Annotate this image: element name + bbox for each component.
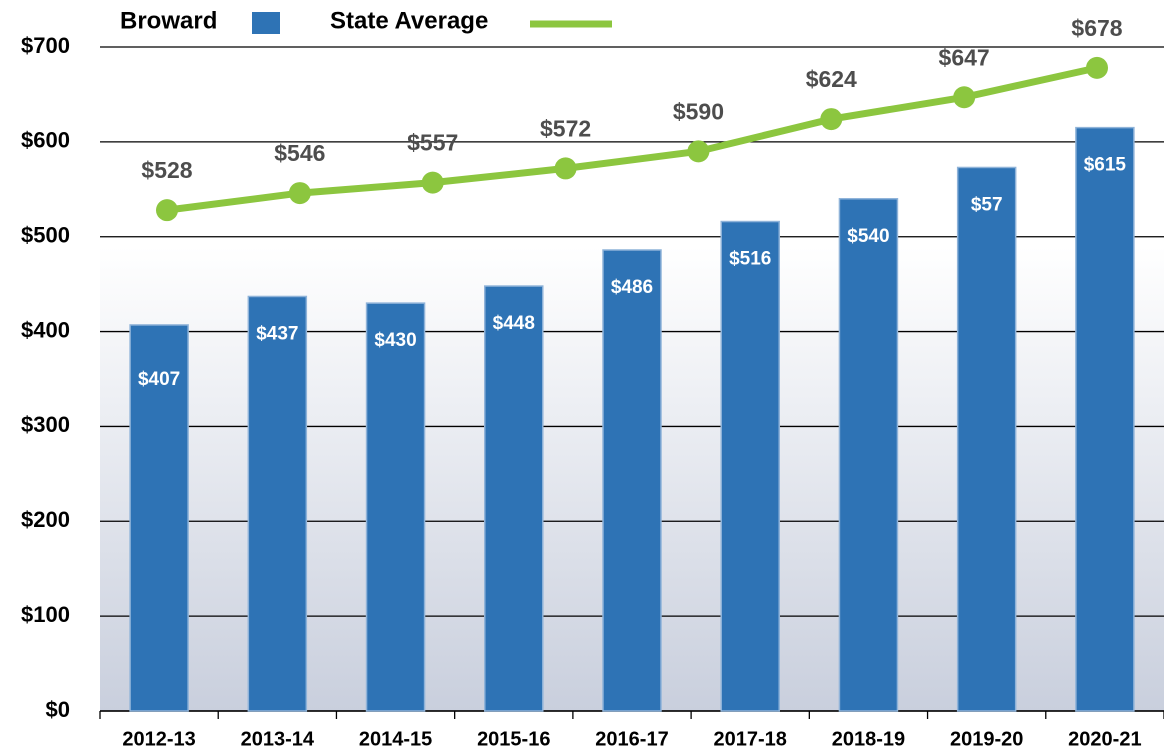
bar-value-label: $437 xyxy=(256,323,298,344)
bar-value-label: $448 xyxy=(493,313,535,334)
line-value-label: $546 xyxy=(274,140,325,166)
legend-swatch xyxy=(252,12,280,34)
line-marker xyxy=(687,140,710,163)
x-tick-label: 2013-14 xyxy=(241,728,315,750)
bar-value-label: $540 xyxy=(847,226,889,247)
x-tick-label: 2014-15 xyxy=(359,728,432,750)
x-tick-label: 2018-19 xyxy=(832,728,905,750)
line xyxy=(166,64,1098,214)
x-tick-label: 2016-17 xyxy=(595,728,668,750)
line-marker xyxy=(820,108,843,131)
bar xyxy=(956,166,1017,712)
bar xyxy=(365,302,426,712)
y-tick-label: $400 xyxy=(21,317,70,342)
line-marker xyxy=(156,199,178,222)
bar xyxy=(1075,126,1135,712)
line-marker xyxy=(421,171,444,194)
bar-value-label: $407 xyxy=(138,369,180,390)
line-value-label: $557 xyxy=(407,130,458,156)
bar xyxy=(838,198,899,712)
y-tick-label: $0 xyxy=(46,697,70,722)
line-marker xyxy=(288,182,311,205)
bar-value-label: $486 xyxy=(611,277,653,298)
line-value-label: $528 xyxy=(141,157,192,183)
x-tick-label: 2020-21 xyxy=(1068,728,1141,750)
line-value-label: $624 xyxy=(806,66,857,92)
x-tick-label: 2015-16 xyxy=(477,728,550,750)
bar-value-label: $516 xyxy=(729,249,771,270)
legend-label: Broward xyxy=(120,7,217,34)
y-tick-label: $200 xyxy=(21,507,70,532)
bar-value-label: $615 xyxy=(1084,155,1127,176)
y-tick-label: $600 xyxy=(21,128,70,153)
line-marker xyxy=(554,157,577,180)
y-tick-label: $100 xyxy=(21,602,70,627)
y-tick-label: $700 xyxy=(21,33,70,58)
bar xyxy=(247,295,308,712)
line-marker xyxy=(953,86,976,109)
line-value-label: $572 xyxy=(540,115,591,141)
x-tick-label: 2012-13 xyxy=(122,728,195,750)
bar-value-label: $57 xyxy=(971,194,1003,215)
x-tick-label: 2019-20 xyxy=(950,728,1023,750)
y-tick-label: $500 xyxy=(21,223,70,248)
bar xyxy=(484,285,544,712)
line-marker xyxy=(1086,56,1108,79)
bar-value-label: $430 xyxy=(374,330,416,351)
bar xyxy=(720,220,780,712)
x-tick-label: 2017-18 xyxy=(714,728,787,750)
legend-label: State Average xyxy=(330,7,488,34)
line-value-label: $647 xyxy=(939,44,990,70)
line-value-label: $590 xyxy=(673,98,724,124)
y-tick-label: $300 xyxy=(21,412,70,437)
bar xyxy=(129,324,189,712)
line-value-label: $678 xyxy=(1071,15,1122,41)
bar xyxy=(602,249,662,712)
